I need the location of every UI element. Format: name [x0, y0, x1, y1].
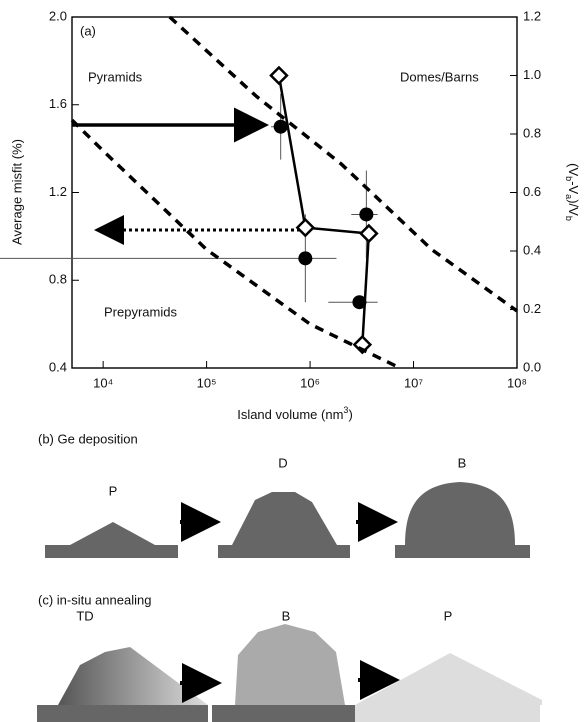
- y2-axis-label-part: b: [564, 176, 574, 181]
- y-tick-label: 2.0: [49, 8, 67, 23]
- x-axis-label-part: ): [348, 407, 352, 422]
- y-tick-label: 1.2: [49, 184, 67, 199]
- y-tick-label: 1.6: [49, 96, 67, 111]
- y2-axis-label-part: )/V: [566, 199, 581, 216]
- y2-tick-label: 0.0: [523, 359, 541, 374]
- y2-axis-label-part: (V: [566, 163, 581, 176]
- x-tick-label: 10⁶: [300, 375, 320, 390]
- y2-tick-label: 0.6: [523, 184, 541, 199]
- x-axis-label: Island volume (nm3): [237, 405, 353, 422]
- y2-tick-label: 1.2: [523, 8, 541, 23]
- shape-label: P: [444, 608, 453, 623]
- substrate: [395, 545, 530, 558]
- y-tick-label: 0.8: [49, 272, 67, 287]
- data-point: [298, 251, 313, 266]
- x-tick-label: 10⁵: [197, 375, 217, 390]
- series-line: [277, 75, 371, 345]
- y2-axis-label-part: -V: [566, 181, 581, 194]
- y2-tick-label: 0.8: [523, 125, 541, 140]
- substrate: [355, 705, 540, 722]
- barn: [405, 482, 515, 545]
- substrate: [218, 545, 350, 558]
- shape-label: TD: [76, 608, 93, 623]
- y2-tick-label: 0.4: [523, 242, 541, 257]
- shape-label: B: [282, 608, 291, 623]
- pyramid: [355, 653, 542, 705]
- shape-label: D: [278, 455, 287, 470]
- substrate: [212, 705, 355, 722]
- y-axis-label: Average misfit (%): [9, 139, 24, 245]
- panel-title: (b) Ge deposition: [38, 431, 138, 446]
- panel-title: (c) in-situ annealing: [38, 592, 151, 607]
- panel-label: (a): [80, 23, 96, 38]
- plot-area: 10⁴ 10⁵ 10⁶ 10⁷ 10⁸ 0.4 0.8 1.2 1.6 2.0 0.0 0.2 0.4 0…: [0, 8, 541, 390]
- substrate: [37, 705, 208, 722]
- boundary-curve: [70, 118, 401, 370]
- x-tick-label: 10⁸: [507, 375, 527, 390]
- shape-label: P: [109, 483, 118, 498]
- y2-axis-label: (Vb-Va)/Vb: [564, 163, 581, 221]
- barn: [235, 624, 345, 705]
- x-tick-label: 10⁴: [93, 375, 113, 390]
- region-label: Domes/Barns: [400, 69, 479, 84]
- shape-label: B: [458, 455, 467, 470]
- boundary-curve: [168, 15, 519, 313]
- data-point: [295, 217, 316, 238]
- substrate: [45, 545, 178, 558]
- y2-axis-label-part: a: [564, 194, 574, 199]
- data-point: [359, 223, 379, 244]
- data-point: [359, 207, 374, 222]
- y2-axis-label-part: b: [564, 216, 574, 221]
- data-point: [352, 334, 373, 355]
- x-axis-label-part: 3: [343, 405, 348, 415]
- y2-tick-label: 0.2: [523, 301, 541, 316]
- truncated-dome: [58, 647, 208, 705]
- data-point: [273, 119, 288, 134]
- region-label: Prepyramids: [104, 304, 177, 319]
- x-axis-label-part: Island volume (nm: [237, 407, 343, 422]
- data-point: [269, 65, 289, 86]
- y2-tick-label: 1.0: [523, 67, 541, 82]
- x-tick-label: 10⁷: [404, 375, 423, 390]
- pyramid: [70, 522, 155, 545]
- dome: [232, 492, 337, 545]
- region-label: Pyramids: [88, 69, 143, 84]
- data-point: [352, 295, 367, 310]
- y-tick-label: 0.4: [49, 359, 67, 374]
